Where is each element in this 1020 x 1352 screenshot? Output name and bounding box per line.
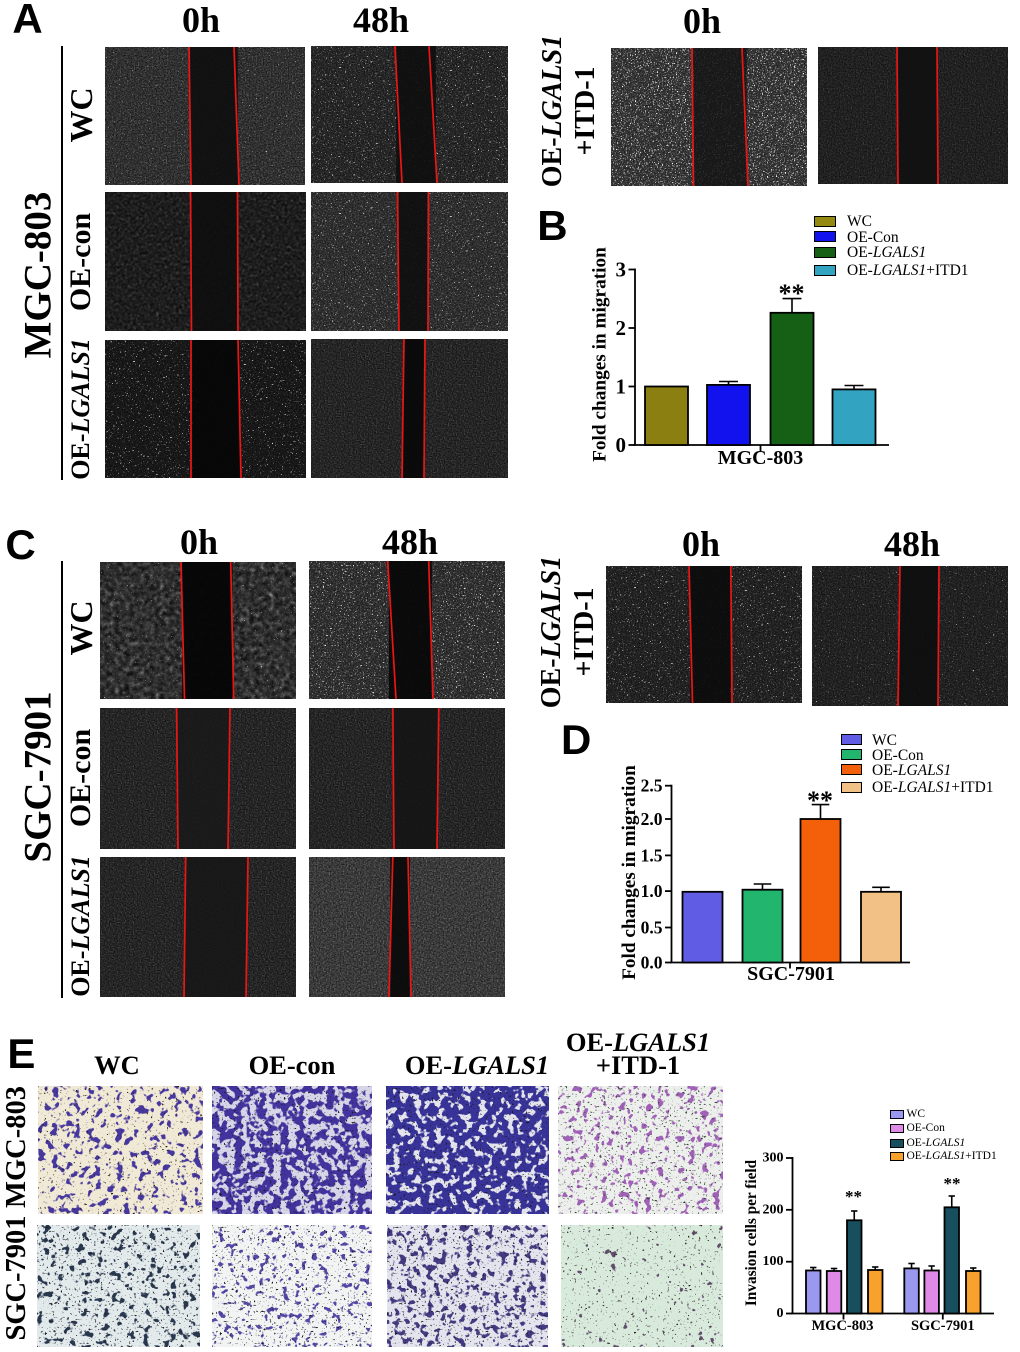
svg-text:MGC-803: MGC-803 (718, 447, 804, 469)
svg-text:3: 3 (616, 258, 627, 282)
svg-text:0: 0 (616, 433, 627, 457)
svg-text:**: ** (779, 279, 805, 308)
svg-text:100: 100 (763, 1254, 784, 1269)
svg-text:1: 1 (616, 375, 627, 399)
svg-text:**: ** (807, 786, 833, 815)
svg-text:SGC-7901: SGC-7901 (911, 1318, 975, 1334)
svg-text:**: ** (845, 1187, 862, 1206)
svg-text:Invasion cells per field: Invasion cells per field (743, 1159, 760, 1306)
svg-text:MGC-803: MGC-803 (811, 1318, 873, 1334)
svg-text:0.5: 0.5 (641, 918, 663, 938)
svg-text:0.0: 0.0 (641, 953, 663, 973)
svg-text:Fold changes in migration: Fold changes in migration (619, 765, 640, 980)
svg-text:0: 0 (777, 1306, 784, 1321)
svg-text:2: 2 (616, 316, 627, 340)
svg-text:**: ** (944, 1174, 961, 1193)
svg-text:200: 200 (763, 1202, 784, 1217)
svg-text:300: 300 (763, 1151, 784, 1166)
svg-text:SGC-7901: SGC-7901 (747, 963, 835, 985)
svg-text:1.0: 1.0 (641, 881, 663, 901)
svg-text:Fold changes in migration: Fold changes in migration (590, 247, 611, 462)
svg-text:2.0: 2.0 (641, 809, 663, 829)
svg-text:2.5: 2.5 (641, 776, 663, 796)
svg-text:1.5: 1.5 (641, 845, 663, 865)
